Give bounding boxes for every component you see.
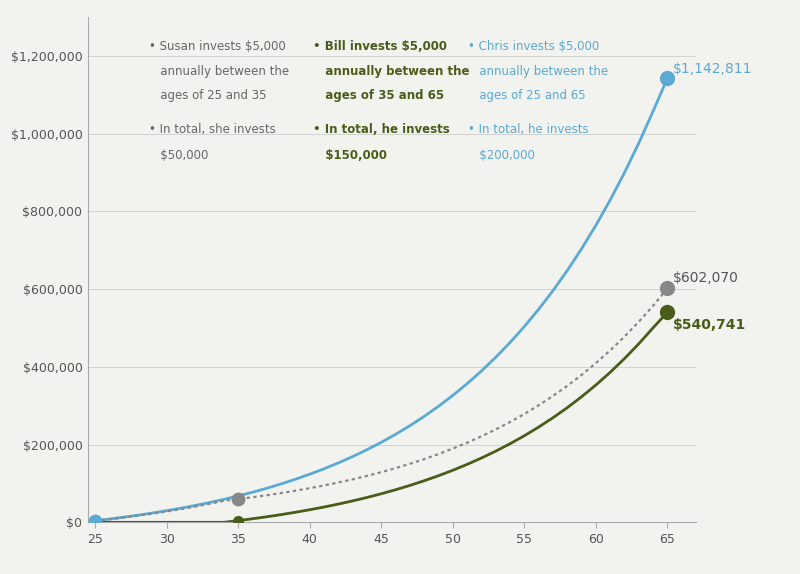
Text: annually between the: annually between the — [313, 65, 470, 78]
Text: $150,000: $150,000 — [313, 149, 387, 161]
Text: $602,070: $602,070 — [673, 272, 739, 285]
Text: ages of 25 and 65: ages of 25 and 65 — [468, 89, 586, 102]
Text: $50,000: $50,000 — [149, 149, 208, 161]
Text: • Bill invests $5,000: • Bill invests $5,000 — [313, 40, 447, 53]
Text: annually between the: annually between the — [468, 65, 608, 78]
Text: $540,741: $540,741 — [673, 318, 746, 332]
Text: ages of 25 and 35: ages of 25 and 35 — [149, 89, 266, 102]
Text: annually between the: annually between the — [149, 65, 289, 78]
Text: • Susan invests $5,000: • Susan invests $5,000 — [149, 40, 286, 53]
Text: $200,000: $200,000 — [468, 149, 535, 161]
Text: • Chris invests $5,000: • Chris invests $5,000 — [468, 40, 599, 53]
Text: • In total, she invests: • In total, she invests — [149, 123, 275, 136]
Text: • In total, he invests: • In total, he invests — [468, 123, 589, 136]
Text: • In total, he invests: • In total, he invests — [313, 123, 450, 136]
Text: $1,142,811: $1,142,811 — [673, 63, 753, 76]
Text: ages of 35 and 65: ages of 35 and 65 — [313, 89, 444, 102]
